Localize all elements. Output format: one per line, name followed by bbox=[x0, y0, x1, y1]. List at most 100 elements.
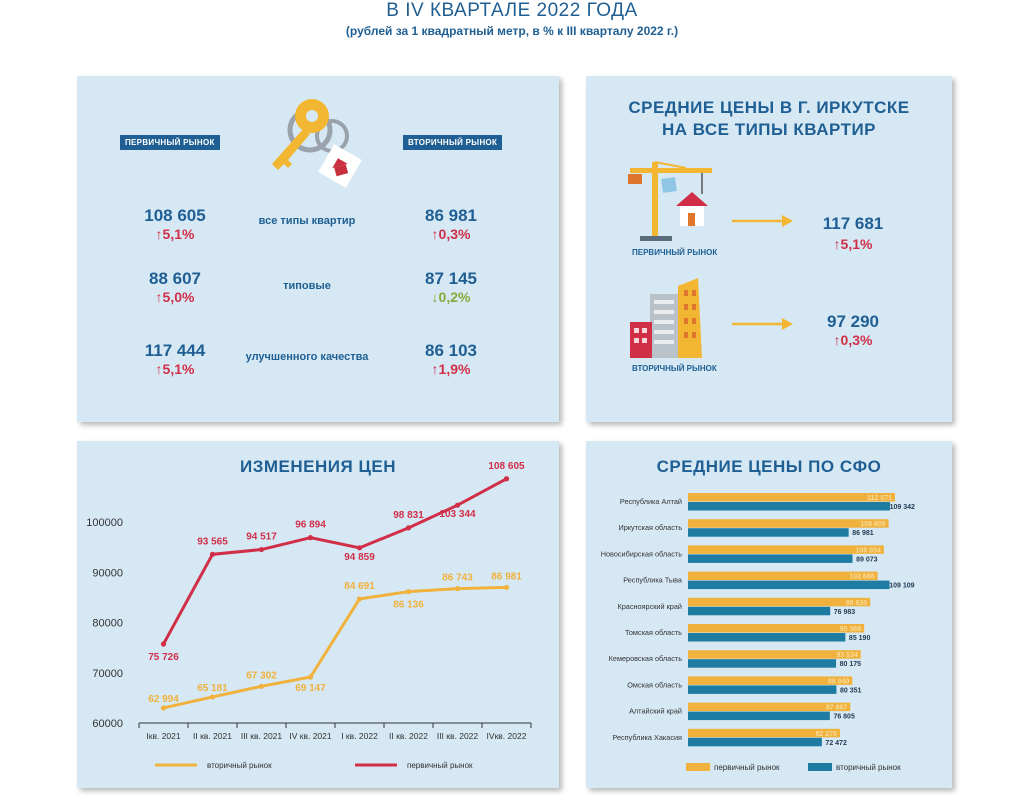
bar bbox=[688, 528, 849, 537]
bar-chart-title: СРЕДНИЕ ЦЕНЫ ПО СФО bbox=[656, 457, 882, 476]
report-subtitle: (рублей за 1 квадратный метр, в % к III … bbox=[345, 24, 679, 38]
data-label: 103 344 bbox=[439, 509, 476, 520]
category-label: Республика Хакасия bbox=[612, 733, 682, 742]
x-tick-label: III кв. 2021 bbox=[241, 731, 283, 741]
legend-label: первичный рынок bbox=[407, 761, 473, 770]
irkutsk-title-line2: НА ВСЕ ТИПЫ КВАРТИР bbox=[661, 120, 877, 139]
bar-value-label: 87 867 bbox=[826, 705, 848, 712]
data-point bbox=[356, 596, 363, 602]
market-prices-panel: ПЕРВИЧНЫЙ РЫНОК ВТОРИЧНЫЙ РЫНОК 108 605 … bbox=[77, 76, 559, 422]
secondary-improved-value: 86 103 bbox=[425, 341, 477, 360]
data-label: 94 859 bbox=[344, 552, 375, 563]
data-label: 67 302 bbox=[246, 670, 277, 681]
bar-value-label: 93 534 bbox=[836, 652, 858, 659]
primary-improved-value: 117 444 bbox=[144, 341, 206, 360]
bar bbox=[688, 711, 830, 721]
sfo-prices-bar-chart: Республика Алтай 112 071 109 342 Иркутская … bbox=[601, 493, 915, 772]
data-label: 84 691 bbox=[344, 581, 375, 592]
primary-improved-change: ↑5,1% bbox=[155, 361, 195, 377]
bar bbox=[688, 650, 861, 659]
bar bbox=[688, 633, 846, 642]
secondary-typical-value: 87 145 bbox=[425, 269, 477, 288]
primary-all-change: ↑5,1% bbox=[155, 226, 195, 242]
category-label: Иркутская область bbox=[618, 523, 682, 532]
data-label: 98 831 bbox=[393, 510, 424, 521]
irkutsk-primary-label: ПЕРВИЧНЫЙ РЫНОК bbox=[632, 248, 718, 257]
irkutsk-primary-change: ↑5,1% bbox=[833, 236, 873, 252]
legend-label: вторичный рынок bbox=[836, 763, 901, 772]
bar-value-label: 109 342 bbox=[890, 504, 915, 511]
bar bbox=[688, 685, 837, 694]
bar bbox=[688, 702, 851, 712]
data-point bbox=[258, 546, 265, 553]
line-chart-title: ИЗМЕНЕНИЯ ЦЕН bbox=[240, 457, 396, 476]
primary-all-value: 108 605 bbox=[144, 206, 206, 225]
primary-typical-change: ↑5,0% bbox=[155, 289, 195, 305]
series-line bbox=[162, 477, 508, 645]
y-tick-label: 60000 bbox=[92, 718, 123, 730]
data-label: 86 743 bbox=[442, 573, 473, 584]
data-point bbox=[307, 674, 314, 680]
data-label: 93 565 bbox=[197, 536, 228, 547]
irkutsk-prices-panel: СРЕДНИЕ ЦЕНЫ В Г. ИРКУТСКЕ НА ВСЕ ТИПЫ К… bbox=[586, 76, 952, 422]
data-point bbox=[209, 694, 216, 700]
report-title: В IV КВАРТАЛЕ 2022 ГОДА bbox=[386, 0, 638, 21]
data-label: 94 517 bbox=[246, 532, 277, 543]
bar-value-label: 98 630 bbox=[846, 600, 868, 607]
data-label: 62 994 bbox=[148, 694, 179, 705]
bar-value-label: 95 369 bbox=[840, 626, 862, 633]
data-label: 65 181 bbox=[197, 683, 228, 694]
data-point bbox=[454, 586, 461, 592]
apartment-buildings-icon bbox=[630, 278, 702, 358]
bar bbox=[688, 545, 884, 554]
data-label: 96 894 bbox=[295, 520, 326, 531]
bar bbox=[688, 624, 865, 633]
secondary-all-change: ↑0,3% bbox=[431, 226, 471, 242]
data-point bbox=[356, 545, 363, 551]
data-point bbox=[307, 535, 314, 541]
category-label: Республика Алтай bbox=[620, 497, 682, 506]
category-label: Республика Тыва bbox=[623, 576, 683, 585]
primary-typical-value: 88 607 bbox=[149, 269, 201, 288]
bar bbox=[688, 493, 895, 502]
data-label: 69 147 bbox=[295, 683, 326, 694]
data-point bbox=[160, 641, 167, 647]
bar bbox=[688, 571, 878, 581]
primary-market-tag: ПЕРВИЧНЫЙ РЫНОК bbox=[120, 135, 220, 150]
y-tick-label: 90000 bbox=[92, 567, 123, 579]
data-point bbox=[503, 584, 510, 591]
bar bbox=[688, 606, 831, 616]
bar-value-label: 76 805 bbox=[833, 714, 855, 721]
irkutsk-secondary-label: ВТОРИЧНЫЙ РЫНОК bbox=[632, 364, 717, 373]
legend-swatch bbox=[686, 763, 710, 771]
y-tick-label: 100000 bbox=[86, 517, 123, 529]
bar-value-label: 72 472 bbox=[825, 740, 847, 747]
x-tick-label: III кв. 2022 bbox=[437, 731, 479, 741]
data-point bbox=[160, 705, 167, 711]
bar bbox=[688, 737, 822, 747]
row-label-all-types: все типы квартир bbox=[258, 215, 356, 227]
bar-value-label: 86 981 bbox=[852, 530, 874, 537]
bar bbox=[688, 728, 840, 738]
legend-label: первичный рынок bbox=[714, 763, 780, 772]
row-label-improved: улучшенного качества bbox=[245, 351, 369, 363]
price-change-line-chart: 60000 70000 80000 90000 100000 Iкв. 2021 II кв… bbox=[86, 461, 532, 770]
x-tick-label: IV кв. 2021 bbox=[289, 731, 332, 741]
data-label: 86 136 bbox=[393, 600, 424, 611]
bar-value-label: 109 109 bbox=[889, 583, 914, 590]
bar bbox=[688, 659, 837, 668]
bar bbox=[688, 519, 889, 528]
secondary-typical-change: ↓0,2% bbox=[431, 289, 471, 305]
category-label: Кемеровская область bbox=[609, 654, 683, 663]
secondary-all-value: 86 981 bbox=[425, 206, 477, 225]
x-tick-label: IVкв. 2022 bbox=[487, 731, 527, 741]
bar-value-label: 89 073 bbox=[856, 556, 878, 563]
bar-value-label: 106 054 bbox=[856, 547, 881, 554]
data-point bbox=[454, 502, 461, 508]
category-label: Новосибирская область bbox=[601, 549, 682, 558]
bar bbox=[688, 676, 853, 685]
data-point bbox=[405, 589, 412, 595]
irkutsk-secondary-change: ↑0,3% bbox=[833, 332, 873, 348]
category-label: Красноярский край bbox=[617, 602, 682, 611]
bar-value-label: 85 190 bbox=[849, 635, 871, 642]
